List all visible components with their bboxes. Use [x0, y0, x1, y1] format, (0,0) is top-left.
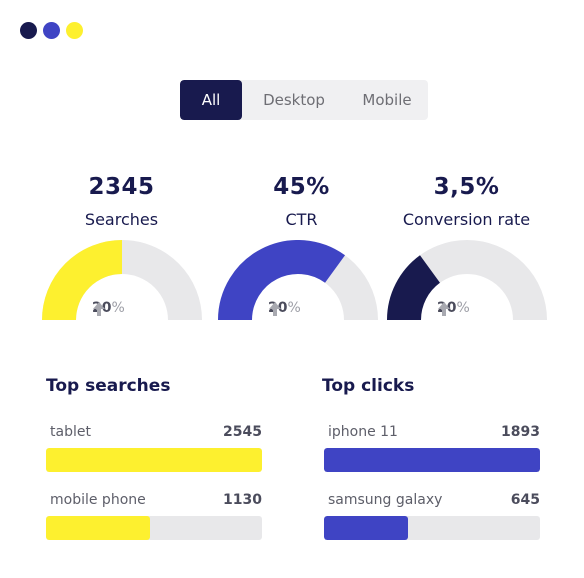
- tab-all[interactable]: All: [180, 80, 242, 120]
- stat-value: 3,5%: [433, 174, 500, 200]
- item-name: iphone 11: [328, 424, 398, 440]
- device-filter: All Desktop Mobile: [180, 80, 428, 120]
- item-count: 1893: [501, 424, 540, 440]
- tab-desktop[interactable]: Desktop: [263, 91, 325, 109]
- change-unit: %: [287, 300, 301, 316]
- bar-fill: [46, 516, 150, 540]
- window-dot-3[interactable]: [66, 22, 83, 39]
- gauge-chart: [218, 240, 378, 321]
- item-name: mobile phone: [50, 492, 146, 508]
- stat-label: Conversion rate: [402, 210, 531, 229]
- item-name: samsung galaxy: [328, 492, 443, 508]
- item-count: 1130: [223, 492, 262, 508]
- stat-conversion-rate: 3,5% Conversion rate: [379, 170, 554, 229]
- top-clicks-title: Top clicks: [322, 376, 415, 396]
- stat-label: CTR: [285, 210, 318, 229]
- window-dot-2[interactable]: [43, 22, 60, 39]
- gauge-fill: [42, 240, 123, 321]
- change-indicator: 20%: [92, 300, 152, 316]
- item-count: 645: [510, 492, 540, 508]
- stat-value: 45%: [273, 174, 330, 200]
- tab-mobile[interactable]: Mobile: [362, 91, 412, 109]
- change-unit: %: [111, 300, 125, 316]
- bar-track: [46, 516, 262, 540]
- stat-label: Searches: [84, 210, 159, 229]
- change-unit: %: [456, 300, 470, 316]
- bar-fill: [324, 516, 409, 540]
- item-name: tablet: [50, 424, 91, 440]
- gauge-searches: 20%: [42, 240, 202, 325]
- top-searches-title: Top searches: [46, 376, 171, 396]
- bar-fill: [324, 448, 540, 472]
- gauge-conversion-rate: 20%: [387, 240, 547, 325]
- stat-searches: 2345 Searches: [34, 170, 209, 229]
- gauge-fill: [387, 255, 441, 321]
- change-indicator: 20%: [268, 300, 328, 316]
- arrow-up-icon: [269, 302, 281, 316]
- bar-track: [324, 516, 540, 540]
- arrow-up-icon: [93, 302, 105, 316]
- bar-track: [324, 448, 540, 472]
- item-count: 2545: [223, 424, 262, 440]
- gauge-fill: [218, 240, 346, 321]
- window-dot-1[interactable]: [20, 22, 37, 39]
- gauge-chart: [387, 240, 547, 321]
- window-controls: [20, 22, 83, 39]
- gauge-chart: [42, 240, 202, 321]
- arrow-up-icon: [438, 302, 450, 316]
- change-indicator: 20%: [437, 300, 497, 316]
- bar-fill: [46, 448, 262, 472]
- gauge-ctr: 20%: [218, 240, 378, 325]
- stat-ctr: 45% CTR: [214, 170, 389, 229]
- bar-track: [46, 448, 262, 472]
- stat-value: 2345: [88, 174, 155, 200]
